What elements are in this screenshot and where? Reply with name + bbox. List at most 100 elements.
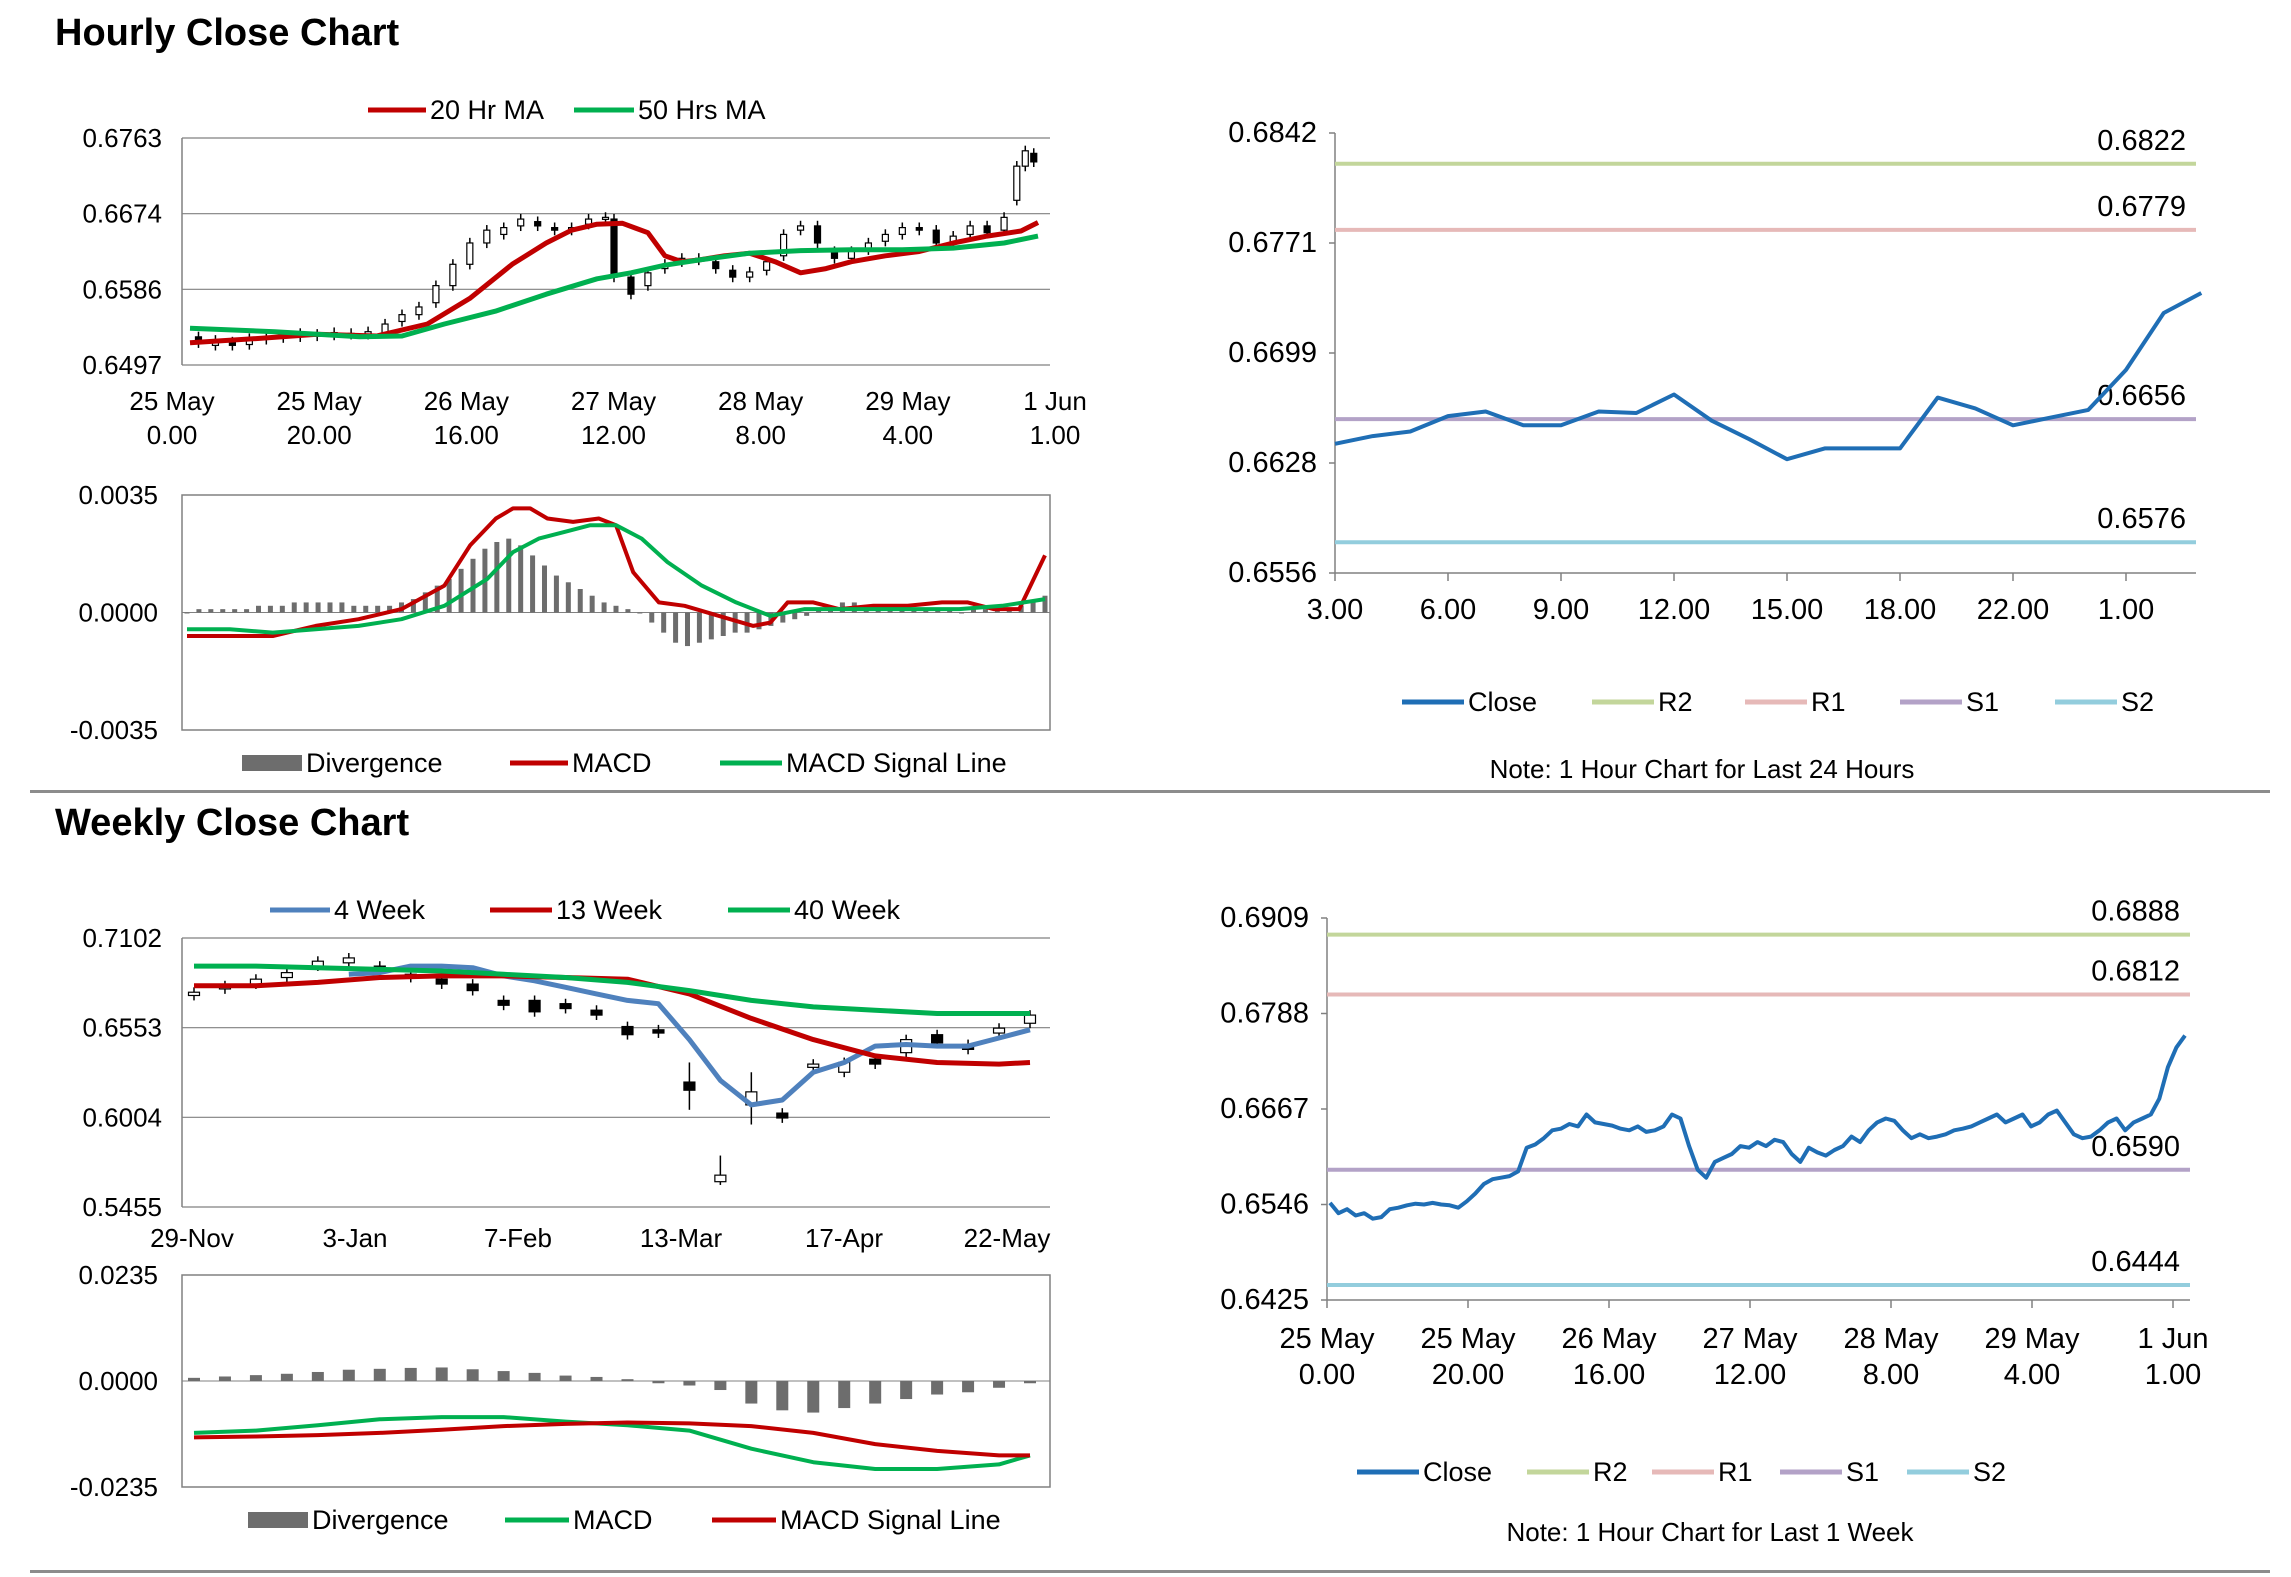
x-tick-label: 27 May (571, 386, 656, 416)
close-line (1334, 291, 2203, 462)
ma-line-1 (194, 973, 1031, 1067)
divergence-bar (494, 542, 500, 613)
y-tick-label: 0.6763 (82, 123, 162, 153)
divergence-bar (637, 612, 643, 614)
x-tick-label: 3.00 (1307, 594, 1363, 626)
divergence-bar (387, 605, 393, 613)
y-tick-label: 0.0000 (78, 1366, 158, 1396)
divergence-bar (497, 1371, 510, 1381)
section-divider (30, 790, 2270, 793)
divergence-bar (188, 1377, 200, 1381)
candle (398, 314, 406, 323)
legend-r1-label: R1 (1718, 1457, 1753, 1487)
x-tick-label: 3-Jan (322, 1223, 387, 1253)
divergence-bar (931, 1381, 944, 1395)
y-tick-label: 0.6699 (1228, 337, 1317, 369)
y-tick-label: 0.6628 (1228, 447, 1317, 479)
candle (898, 227, 906, 236)
x-tick-label: 25 May (129, 386, 214, 416)
divergence-bar (220, 609, 226, 613)
divergence-bar (683, 1381, 696, 1386)
y-tick-label: 0.6586 (82, 274, 162, 304)
divergence-bar (256, 605, 261, 613)
divergence-bar (590, 1376, 603, 1381)
candle (1021, 150, 1029, 167)
divergence-bar (565, 582, 571, 613)
divergence-bar (696, 612, 702, 643)
level-label-r1: 0.6812 (2091, 956, 2180, 988)
candle (847, 250, 856, 259)
divergence-bar (807, 1381, 820, 1413)
x-tick-label: 1.00 (2098, 594, 2154, 626)
candle (500, 227, 508, 236)
divergence-bar (458, 568, 464, 613)
divergence-bar (1042, 595, 1048, 613)
candle (1013, 165, 1021, 201)
macd-line-0 (193, 1415, 1031, 1471)
level-label-r2: 0.6822 (2097, 125, 2186, 157)
divergence-bar (404, 1367, 417, 1381)
x-tick-label: 16.00 (434, 420, 499, 450)
divergence-bar (244, 609, 250, 613)
divergence-bar (559, 1375, 572, 1381)
y-tick-label: 0.6842 (1228, 117, 1317, 149)
candle (932, 229, 940, 244)
x-tick-label: 4.00 (883, 420, 934, 450)
y-tick-label: 0.7102 (82, 923, 162, 953)
x-tick-label: 8.00 (735, 420, 786, 450)
candle (644, 272, 652, 287)
ma-line-0 (348, 963, 1031, 1108)
candle (528, 999, 541, 1013)
divergence-bar (528, 1372, 541, 1381)
divergence-bar (410, 599, 416, 613)
y-tick-label: 0.6771 (1228, 227, 1317, 259)
divergence-bar (708, 612, 714, 640)
bottom-divider (30, 1570, 2270, 1573)
x-tick-label: 16.00 (1573, 1359, 1646, 1391)
legend-50hrs-ma-label: 50 Hrs MA (638, 95, 766, 125)
candle (559, 1003, 572, 1010)
x-tick-label: 25 May (1279, 1323, 1375, 1355)
y-tick-label: 0.0035 (78, 480, 158, 510)
y-tick-label: 0.6909 (1220, 902, 1309, 934)
candle (497, 999, 510, 1006)
divergence-bar (218, 1376, 231, 1381)
x-tick-label: 1.00 (1030, 420, 1081, 450)
divergence-bar (373, 1368, 386, 1381)
divergence-bar (776, 1381, 789, 1411)
divergence-bar (780, 612, 786, 623)
candle (415, 306, 423, 316)
candle (483, 229, 491, 244)
x-tick-label: 0.00 (1299, 1359, 1355, 1391)
divergence-bar (756, 612, 762, 630)
legend-macd-signal-label: MACD Signal Line (786, 748, 1007, 778)
macd-line-1 (187, 523, 1046, 635)
candle (714, 1174, 727, 1183)
divergence-bar (1030, 602, 1036, 613)
divergence-bar (577, 589, 583, 613)
divergence-bar (792, 612, 798, 620)
x-tick-label: 28 May (1843, 1323, 1939, 1355)
x-tick-label: 9.00 (1533, 594, 1589, 626)
y-tick-label: 0.6425 (1220, 1284, 1309, 1316)
x-tick-label: 17-Apr (805, 1223, 883, 1253)
y-tick-label: 0.6667 (1220, 1093, 1309, 1125)
divergence-bar (232, 609, 238, 613)
divergence-bar (971, 609, 976, 613)
legend-13-week-label: 13 Week (556, 895, 663, 925)
divergence-bar (249, 1375, 262, 1381)
x-tick-label: 29 May (865, 386, 950, 416)
x-tick-label: 0.00 (147, 420, 198, 450)
divergence-bar (1024, 1381, 1036, 1384)
divergence-bar (553, 575, 559, 613)
divergence-bar (435, 1367, 448, 1381)
y-tick-label: 0.0000 (78, 598, 158, 628)
divergence-bar (621, 1379, 634, 1382)
x-tick-label: 7-Feb (484, 1223, 552, 1253)
candle (432, 285, 440, 304)
level-label-s2: 0.6444 (2091, 1246, 2180, 1278)
divergence-bar (506, 538, 512, 613)
candle (813, 225, 822, 244)
candle (983, 225, 991, 234)
